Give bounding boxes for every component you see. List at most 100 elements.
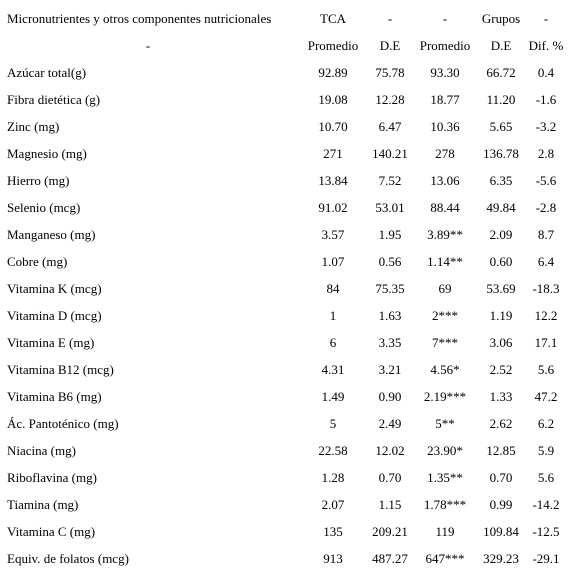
tca-mean: 4.31	[321, 362, 345, 377]
table-row: Equiv. de folatos (mcg) 913 487.27 647*** 32…	[0, 545, 570, 572]
tca-mean: 91.02	[318, 200, 348, 215]
table-row: Selenio (mcg) 91.02 53.01 88.44 49.84 -2.8	[0, 194, 570, 221]
tca-mean: 84	[326, 281, 340, 296]
nutrient-name: Magnesio (mg)	[7, 146, 87, 161]
table-row: Zinc (mg) 10.70 6.47 10.36 5.65 -3.2	[0, 113, 570, 140]
table-row: Vitamina B12 (mcg) 4.31 3.21 4.56* 2.52 5.6	[0, 356, 570, 383]
tca-mean: 92.89	[318, 65, 348, 80]
diff-percent: -12.5	[532, 524, 560, 539]
groups-sd: 0.99	[489, 497, 513, 512]
nutrient-name: Vitamina C (mg)	[7, 524, 96, 539]
table-row: Hierro (mg) 13.84 7.52 13.06 6.35 -5.6	[0, 167, 570, 194]
nutrient-name: Niacina (mg)	[7, 443, 76, 458]
diff-percent: 2.8	[537, 146, 555, 161]
table-body: Azúcar total(g) 92.89 75.78 93.30 66.72 0.4 Fi…	[0, 59, 570, 572]
table-row: Vitamina B6 (mg) 1.49 0.90 2.19*** 1.33 47.2	[0, 383, 570, 410]
header-cell: D.E	[490, 38, 512, 53]
tca-sd: 3.35	[378, 335, 402, 350]
tca-mean: 1.28	[321, 470, 345, 485]
tca-sd: 3.21	[378, 362, 402, 377]
tca-mean: 22.58	[318, 443, 348, 458]
header-cell: -	[387, 11, 393, 26]
tca-mean: 271	[323, 146, 343, 161]
groups-sd: 6.35	[489, 173, 513, 188]
nutrient-name: Ác. Pantoténico (mg)	[7, 416, 119, 431]
tca-sd: 7.52	[378, 173, 402, 188]
table-row: Niacina (mg) 22.58 12.02 23.90* 12.85 5.9	[0, 437, 570, 464]
diff-percent: 5.6	[537, 362, 555, 377]
diff-percent: -29.1	[532, 551, 560, 566]
nutrient-name: Tiamina (mg)	[7, 497, 79, 512]
groups-sd: 1.19	[489, 308, 513, 323]
table-row: Fibra dietética (g) 19.08 12.28 18.77 11.20 -…	[0, 86, 570, 113]
nutrient-name: Vitamina B6 (mg)	[7, 389, 102, 404]
header-cell: D.E	[379, 38, 401, 53]
groups-sd: 0.70	[489, 470, 513, 485]
tca-sd: 209.21	[372, 524, 408, 539]
groups-mean: 7***	[432, 335, 458, 350]
groups-sd: 2.09	[489, 227, 513, 242]
header-row-2: - Promedio D.E Promedio D.E Dif. %	[0, 32, 570, 59]
table-row: Manganeso (mg) 3.57 1.95 3.89** 2.09 8.7	[0, 221, 570, 248]
tca-mean: 913	[323, 551, 343, 566]
nutrient-name: Vitamina E (mg)	[7, 335, 95, 350]
diff-percent: 0.4	[537, 65, 555, 80]
groups-mean: 1.78***	[423, 497, 467, 512]
groups-sd: 5.65	[489, 119, 513, 134]
diff-percent: -2.8	[535, 200, 557, 215]
tca-sd: 12.02	[375, 443, 405, 458]
groups-mean: 10.36	[430, 119, 460, 134]
header-cell: Promedio	[419, 38, 471, 53]
tca-sd: 1.63	[378, 308, 402, 323]
table-row: Magnesio (mg) 271 140.21 278 136.78 2.8	[0, 140, 570, 167]
table-row: Vitamina E (mg) 6 3.35 7*** 3.06 17.1	[0, 329, 570, 356]
groups-sd: 2.52	[489, 362, 513, 377]
nutrient-name: Hierro (mg)	[7, 173, 70, 188]
tca-sd: 75.35	[375, 281, 405, 296]
groups-sd: 3.06	[489, 335, 513, 350]
groups-mean: 1.14**	[427, 254, 463, 269]
diff-percent: 17.1	[534, 335, 558, 350]
nutrient-table: Micronutrientes y otros componentes nutr…	[0, 5, 570, 572]
tca-mean: 2.07	[321, 497, 345, 512]
nutrient-name: Cobre (mg)	[7, 254, 68, 269]
diff-percent: 47.2	[534, 389, 558, 404]
tca-mean: 6	[329, 335, 337, 350]
groups-sd: 1.33	[489, 389, 513, 404]
diff-percent: 5.9	[537, 443, 555, 458]
tca-sd: 0.70	[378, 470, 402, 485]
tca-sd: 140.21	[372, 146, 408, 161]
nutrient-name: Vitamina D (mcg)	[7, 308, 102, 323]
tca-mean: 13.84	[318, 173, 348, 188]
table-row: Tiamina (mg) 2.07 1.15 1.78*** 0.99 -14.2	[0, 491, 570, 518]
table-row: Vitamina D (mcg) 1 1.63 2*** 1.19 12.2	[0, 302, 570, 329]
diff-percent: -1.6	[535, 92, 557, 107]
diff-percent: 5.6	[537, 470, 555, 485]
table-row: Vitamina K (mcg) 84 75.35 69 53.69 -18.3	[0, 275, 570, 302]
diff-percent: -3.2	[535, 119, 557, 134]
groups-mean: 2.19***	[423, 389, 467, 404]
groups-sd: 329.23	[483, 551, 519, 566]
groups-sd: 49.84	[486, 200, 516, 215]
tca-sd: 6.47	[378, 119, 402, 134]
groups-mean: 88.44	[430, 200, 460, 215]
groups-mean: 1.35**	[427, 470, 463, 485]
tca-mean: 5	[329, 416, 337, 431]
groups-mean: 5**	[435, 416, 455, 431]
groups-mean: 119	[435, 524, 455, 539]
groups-sd: 11.20	[486, 92, 516, 107]
diff-percent: -18.3	[532, 281, 560, 296]
header-cell: -	[543, 11, 549, 26]
tca-mean: 1.49	[321, 389, 345, 404]
table-row: Riboflavina (mg) 1.28 0.70 1.35** 0.70 5.6	[0, 464, 570, 491]
nutrient-name: Vitamina K (mcg)	[7, 281, 102, 296]
groups-mean: 2***	[432, 308, 458, 323]
tca-sd: 0.56	[378, 254, 402, 269]
groups-mean: 3.89**	[427, 227, 463, 242]
nutrient-name: Equiv. de folatos (mcg)	[7, 551, 129, 566]
table-row: Vitamina C (mg) 135 209.21 119 109.84 -12.5	[0, 518, 570, 545]
diff-percent: 12.2	[534, 308, 558, 323]
nutrient-name: Zinc (mg)	[7, 119, 60, 134]
groups-mean: 4.56*	[430, 362, 460, 377]
groups-sd: 53.69	[486, 281, 516, 296]
